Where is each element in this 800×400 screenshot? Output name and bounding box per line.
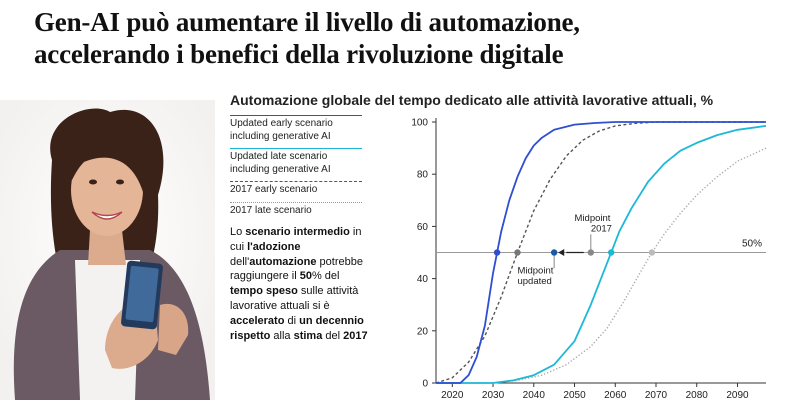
paragraph-run: potrebbe raggiungere il — [230, 255, 363, 283]
old-midpoint-marker — [587, 249, 595, 256]
x-tick-label: 2050 — [563, 390, 586, 400]
paragraph-run: dell' — [230, 255, 250, 268]
paragraph-run: di — [284, 314, 300, 327]
y-tick-label: 40 — [417, 274, 429, 285]
reference-line-label: 50% — [742, 239, 762, 250]
y-tick-label: 20 — [417, 326, 429, 337]
chart-legend: Updated early scenario including generat… — [230, 113, 362, 220]
legend-label: Updated early scenario — [230, 118, 333, 129]
updated-midpoint-marker — [550, 249, 558, 256]
series-line-0 — [436, 121, 766, 384]
legend-label-line-2: including generative AI — [230, 163, 331, 175]
paragraph-run: del — [322, 329, 344, 342]
paragraph-run: 2017 — [343, 329, 368, 342]
x-tick-label: 2060 — [604, 390, 627, 400]
y-tick-label: 100 — [411, 118, 428, 129]
annotation-midpoint-2017: Midpoint — [575, 213, 611, 224]
paragraph-run: sulle attività lavorative attuali si è — [230, 285, 359, 312]
legend-item-updated-late: Updated late scenario including generati… — [230, 146, 362, 179]
headline: Gen-AI può aumentare il livello di autom… — [34, 6, 794, 70]
y-tick-label: 60 — [417, 222, 429, 233]
paragraph-run: Lo — [230, 226, 246, 238]
woman-with-smartphone-photo — [0, 100, 215, 400]
paragraph-run: l'adozione — [247, 240, 301, 253]
midpoint-marker-3 — [648, 249, 656, 256]
midpoint-marker-2 — [514, 249, 521, 256]
y-tick-label: 80 — [417, 170, 429, 181]
legend-label: 2017 early scenario — [230, 184, 318, 195]
paragraph-run: accelerato — [230, 314, 285, 327]
midpoint-marker-1 — [607, 249, 615, 256]
midpoint-shift-arrowhead — [558, 249, 565, 256]
paragraph-run: % del — [311, 270, 340, 283]
x-tick-label: 2040 — [523, 390, 546, 400]
headline-line-2: accelerando i benefici della rivoluzione… — [34, 39, 564, 69]
annotation-midpoint-updated: Midpoint — [517, 265, 553, 276]
series-line-1 — [436, 125, 767, 384]
chart-title: Automazione globale del tempo dedicato a… — [230, 92, 714, 108]
x-tick-label: 2090 — [726, 390, 749, 400]
paragraph-run: 50 — [299, 270, 312, 283]
legend-item-2017-early: 2017 early scenario — [230, 179, 362, 200]
legend-label-line-2: including generative AI — [230, 130, 331, 142]
legend-item-2017-late: 2017 late scenario — [230, 200, 362, 221]
paragraph-run: tempo speso — [230, 285, 298, 298]
paragraph-run: in cui — [230, 226, 362, 253]
legend-line-swatch — [230, 201, 362, 203]
legend-line-swatch — [230, 115, 362, 116]
legend-line-swatch — [230, 148, 362, 149]
series-line-2 — [435, 121, 766, 384]
midpoint-marker-0 — [493, 249, 501, 256]
paragraph-run: alla — [270, 329, 294, 342]
paragraph-run: automazione — [249, 255, 317, 268]
annotation-midpoint-updated-word: updated — [517, 276, 551, 287]
y-tick-label: 0 — [422, 379, 428, 390]
intermediate-scenario-paragraph: Lo scenario intermedio in cui l'adozione… — [230, 225, 370, 343]
annotation-midpoint-2017-year: 2017 — [591, 224, 612, 235]
legend-line-swatch — [230, 181, 362, 182]
paragraph-run: un decennio rispetto — [230, 314, 364, 342]
paragraph-run: stima — [293, 329, 323, 342]
x-tick-label: 2080 — [686, 390, 709, 400]
x-tick-label: 2070 — [645, 390, 668, 400]
series-line-3 — [436, 147, 767, 384]
legend-label: Updated late scenario — [230, 151, 328, 162]
legend-item-updated-early: Updated early scenario including generat… — [230, 113, 362, 146]
x-tick-label: 2030 — [482, 390, 505, 400]
paragraph-run: scenario intermedio — [245, 226, 350, 238]
headline-line-1: Gen-AI può aumentare il livello di autom… — [34, 7, 580, 37]
legend-label: 2017 late scenario — [230, 204, 312, 216]
x-tick-label: 2020 — [441, 390, 464, 400]
